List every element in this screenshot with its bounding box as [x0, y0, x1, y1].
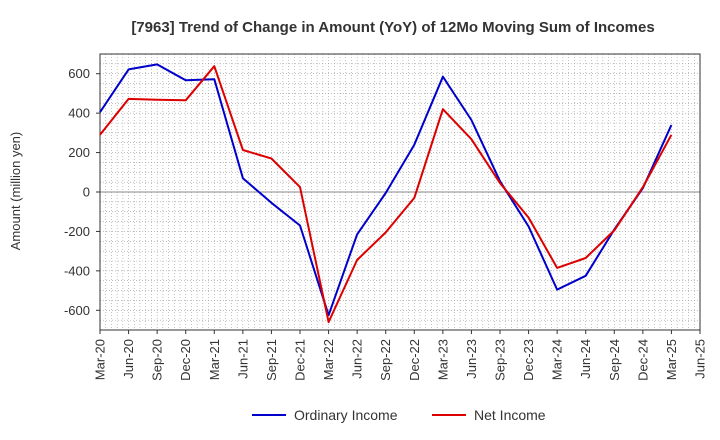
y-tick-label: -600	[64, 303, 90, 318]
x-tick-label: Mar-22	[321, 339, 336, 380]
x-tick-label: Jun-24	[578, 339, 593, 379]
x-tick-label: Sep-23	[493, 339, 508, 381]
series-line-ordinary-income	[99, 63, 673, 317]
x-tick-label: Jun-25	[693, 339, 708, 379]
x-tick-label: Mar-23	[435, 339, 450, 380]
x-tick-label: Dec-22	[407, 339, 422, 381]
y-axis-label: Amount (million yen)	[8, 132, 23, 251]
y-tick-label: 600	[68, 66, 90, 81]
grid	[100, 54, 700, 330]
x-tick-label: Sep-21	[264, 339, 279, 381]
x-tick-label: Jun-21	[235, 339, 250, 379]
axis-ticks: 600 400 200 0 -200 -400 -600 Mar-20 Jun-20 Sep-20…	[64, 66, 708, 381]
legend: Ordinary Income Net Income	[252, 407, 546, 423]
x-tick-label: Dec-20	[178, 339, 193, 381]
x-tick-label: Dec-23	[521, 339, 536, 381]
x-tick-label: Sep-24	[607, 339, 622, 381]
x-tick-label: Jun-23	[464, 339, 479, 379]
y-tick-label: -200	[64, 224, 90, 239]
x-tick-label: Jun-22	[350, 339, 365, 379]
x-tick-label: Dec-24	[635, 339, 650, 381]
x-tick-label: Mar-24	[550, 339, 565, 380]
y-tick-label: -400	[64, 263, 90, 278]
x-tick-label: Mar-20	[93, 339, 108, 380]
x-tick-label: Sep-22	[378, 339, 393, 381]
chart-title: [7963] Trend of Change in Amount (YoY) o…	[131, 19, 654, 36]
series-layer	[99, 63, 673, 324]
y-tick-label: 400	[68, 106, 90, 121]
legend-label: Ordinary Income	[294, 407, 398, 423]
series-line-net-income	[99, 65, 673, 324]
x-tick-label: Jun-20	[121, 339, 136, 379]
x-tick-label: Dec-21	[293, 339, 308, 381]
x-tick-label: Sep-20	[150, 339, 165, 381]
x-tick-label: Mar-25	[664, 339, 679, 380]
x-tick-label: Mar-21	[207, 339, 222, 380]
y-tick-label: 0	[83, 185, 90, 200]
legend-label: Net Income	[474, 407, 546, 423]
y-tick-label: 200	[68, 145, 90, 160]
